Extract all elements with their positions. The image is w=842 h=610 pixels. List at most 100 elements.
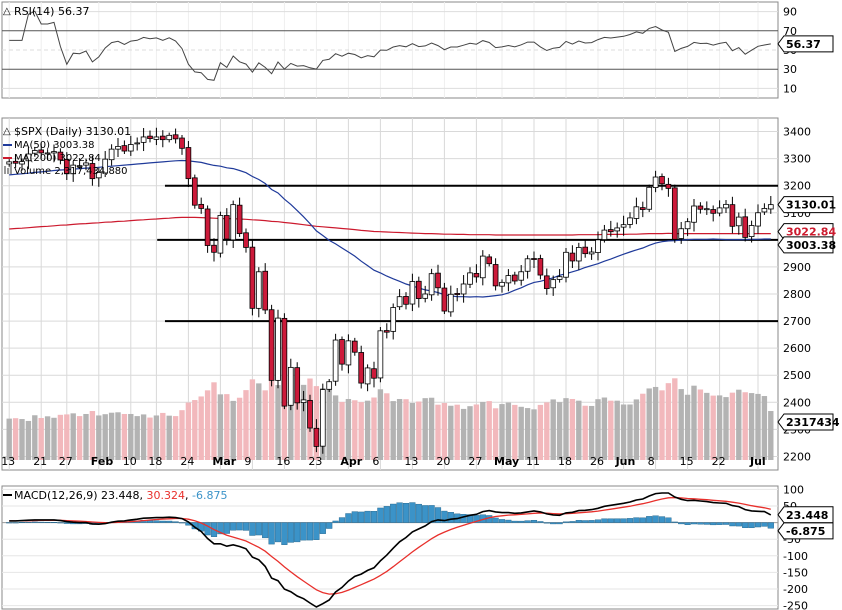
volume-bar <box>441 403 448 460</box>
candle-body <box>326 381 333 390</box>
macd-histogram-bar <box>57 522 64 524</box>
volume-bar <box>742 392 748 460</box>
macd-histogram-bar <box>703 522 710 525</box>
macd-panel <box>1 485 779 610</box>
volume-bar <box>25 420 32 460</box>
macd-tick-label: 100 <box>783 483 804 496</box>
candle-body <box>57 151 64 161</box>
macd-histogram-bar <box>63 522 70 524</box>
macd-histogram-bar <box>281 522 288 545</box>
volume-bar <box>761 396 768 460</box>
candle-body <box>345 340 352 366</box>
candle-body <box>377 330 384 379</box>
macd-histogram-bar <box>601 518 608 523</box>
candle-body <box>601 229 608 240</box>
volume-bar <box>179 410 185 460</box>
volume-bar <box>83 413 89 460</box>
macd-signal-line <box>9 496 771 595</box>
volume-bar <box>499 404 505 460</box>
macd-histogram-bar <box>537 521 544 523</box>
price-tick-label: 3400 <box>783 126 811 139</box>
macd-histogram-bar <box>524 520 531 523</box>
candle-body <box>441 287 448 312</box>
volume-bar <box>364 400 371 460</box>
macd-histogram-bar <box>652 515 659 523</box>
macd-histogram-bar <box>332 520 339 523</box>
volume-bar <box>652 386 659 460</box>
macd-histogram-bar <box>767 522 774 529</box>
volume-bar <box>288 385 294 460</box>
candle-body <box>646 186 653 210</box>
macd-histogram-bar <box>31 521 38 523</box>
candle-body <box>185 147 192 180</box>
macd-histogram-bar <box>486 515 493 523</box>
x-tick-label: 22 <box>712 455 726 468</box>
macd-tag-box <box>777 506 834 524</box>
macd-line <box>9 492 772 608</box>
rsi-tick-label: 90 <box>783 6 797 19</box>
candle-body <box>262 270 269 311</box>
volume-bar <box>44 416 51 460</box>
volume-bar <box>467 406 473 460</box>
macd-tag: 23.448 <box>777 506 834 524</box>
candle-body <box>767 204 774 210</box>
volume-bar <box>518 406 524 460</box>
price-tick-label: 2700 <box>783 315 811 328</box>
volume-bar <box>140 414 147 460</box>
candle-body <box>479 255 486 279</box>
volume-legend-bar-b <box>7 168 9 174</box>
macd-histogram-bar <box>607 518 614 523</box>
candle-body <box>319 389 326 447</box>
macd-histogram-bar <box>562 521 570 523</box>
candle-body <box>294 367 301 404</box>
candle-body <box>550 279 557 289</box>
candle-body <box>140 136 147 143</box>
candle-body <box>300 399 307 403</box>
macd-histogram-bar <box>345 513 352 523</box>
volume-bar <box>89 411 96 460</box>
candle-body <box>537 258 544 276</box>
candle-body <box>742 216 749 238</box>
macd-tag-text: 23.448 <box>786 509 828 522</box>
candle-body <box>198 203 205 209</box>
volume-bar <box>160 412 166 460</box>
volume-bar <box>377 389 384 460</box>
candle-body <box>569 252 576 262</box>
macd-histogram-bar <box>396 502 403 523</box>
candle-body <box>447 293 454 313</box>
macd-histogram-bar <box>620 518 627 523</box>
macd-histogram-bar <box>505 519 512 523</box>
x-tick-label: Jun <box>615 455 636 468</box>
volume-bar <box>38 417 44 460</box>
volume-bar <box>256 383 262 460</box>
volume-bar <box>76 416 83 460</box>
volume-bar <box>12 418 19 460</box>
volume-bar <box>684 394 691 460</box>
macd-histogram-bar <box>370 511 378 523</box>
macd-histogram-bar <box>262 522 269 539</box>
candle-body <box>563 251 569 278</box>
ma50-legend: MA(50) 3003.38 <box>14 140 95 151</box>
x-tick-label: 18 <box>148 455 162 468</box>
macd-histogram-bar <box>409 502 416 523</box>
volume-legend-bar-c <box>10 165 12 174</box>
volume-bar <box>537 404 544 460</box>
last-price-tag: 3130.01 <box>777 196 836 214</box>
volume-bar <box>128 413 134 460</box>
volume-bar <box>736 389 742 460</box>
macd-histogram-bar <box>377 507 384 523</box>
price-tick-label: 2200 <box>783 450 811 463</box>
volume-bar <box>556 402 563 460</box>
x-tick-label: 9 <box>244 455 251 468</box>
macd-histogram-bar <box>38 521 45 523</box>
volume-bar <box>550 399 556 460</box>
candle-body <box>748 225 755 237</box>
volume-bar <box>697 389 704 460</box>
macd-histogram-bar <box>159 520 166 523</box>
macd-histogram-bar <box>44 521 51 523</box>
x-tick-label: 10 <box>123 455 137 468</box>
macd-tick-label: -100 <box>783 550 808 563</box>
candle-body <box>44 152 51 155</box>
volume-bar <box>121 413 128 460</box>
volume-bar <box>51 417 57 460</box>
